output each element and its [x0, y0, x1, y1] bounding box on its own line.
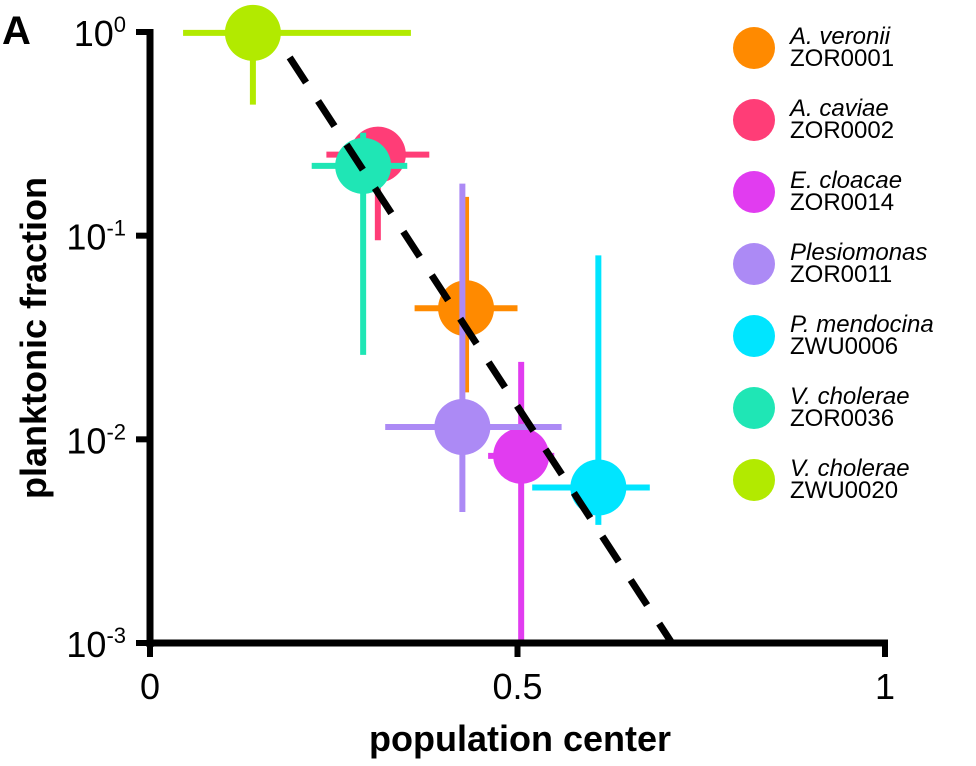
- y-axis-title: planktonic fraction: [13, 177, 54, 499]
- legend-species: V. cholerae: [790, 455, 910, 482]
- legend-strain: ZOR0002: [790, 117, 894, 144]
- y-tick-label: 10-1: [66, 216, 126, 258]
- legend-swatch: [733, 27, 775, 69]
- point-marker: [434, 398, 491, 455]
- legend-species: P. mendocina: [790, 311, 934, 338]
- y-tick-label: 10-3: [66, 623, 126, 665]
- legend-strain: ZOR0001: [790, 45, 894, 72]
- legend-swatch: [733, 387, 775, 429]
- point-marker: [438, 280, 495, 337]
- x-tick-label: 0: [140, 666, 160, 707]
- data-point-7: [183, 4, 411, 105]
- legend-strain: ZWU0020: [790, 477, 898, 504]
- legend-species: A. veronii: [788, 23, 891, 50]
- plot-area: 0 0.5 1 100 10-1 10-2 10-3: [66, 4, 895, 707]
- fit-line: [286, 55, 675, 645]
- point-marker: [224, 4, 281, 61]
- data-point-1: [414, 196, 518, 393]
- legend-strain: ZOR0036: [790, 405, 894, 432]
- legend-species: A. caviae: [788, 95, 889, 122]
- data-point-5: [532, 255, 650, 525]
- point-marker: [493, 427, 550, 484]
- legend-species: V. cholerae: [790, 383, 910, 410]
- legend-species: E. cloacae: [790, 167, 902, 194]
- x-tick-label: 1: [875, 666, 895, 707]
- legend-species: Plesiomonas: [790, 239, 927, 266]
- point-marker: [570, 459, 627, 516]
- legend-strain: ZWU0006: [790, 333, 898, 360]
- y-tick-label: 100: [74, 12, 126, 54]
- legend-swatch: [733, 459, 775, 501]
- x-tick-label: 0.5: [492, 666, 542, 707]
- panel-label: A: [2, 9, 31, 53]
- y-tick-label: 10-2: [66, 419, 126, 461]
- legend-swatch: [733, 243, 775, 285]
- legend-swatch: [733, 315, 775, 357]
- legend-strain: ZOR0014: [790, 189, 894, 216]
- data-point-3: [488, 361, 555, 643]
- legend-swatch: [733, 99, 775, 141]
- legend-swatch: [733, 171, 775, 213]
- legend-strain: ZOR0011: [790, 261, 892, 288]
- x-axis-title: population center: [369, 718, 671, 759]
